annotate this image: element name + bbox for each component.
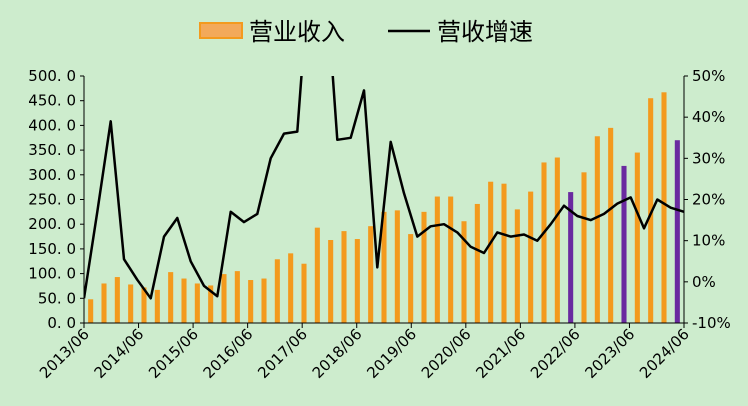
revenue-bar	[101, 283, 107, 323]
right-axis: -10% 0% 10% 20% 30% 40% 50%	[683, 67, 731, 332]
revenue-bar	[128, 284, 134, 323]
right-axis-tick-label: 40%	[692, 108, 725, 126]
revenue-bars	[88, 92, 680, 324]
revenue-bar	[314, 227, 320, 323]
revenue-bar	[88, 299, 94, 323]
revenue-bar	[181, 278, 187, 323]
revenue-bar	[154, 289, 160, 323]
left-axis-tick-label: 300. 0	[28, 166, 76, 184]
revenue-bar	[221, 274, 227, 323]
revenue-bar	[461, 221, 467, 323]
revenue-bar	[114, 277, 120, 323]
right-axis-tick-label: 20%	[692, 191, 725, 209]
left-axis-tick-label: 200. 0	[28, 215, 76, 233]
revenue-bar	[234, 271, 240, 323]
revenue-bar	[514, 209, 520, 323]
revenue-bar	[301, 263, 307, 323]
revenue-bar	[408, 234, 414, 323]
legend: 营业收入 营收增速	[199, 18, 533, 46]
legend-label-revenue: 营业收入	[249, 18, 345, 46]
revenue-bar	[341, 231, 347, 323]
right-axis-tick-label: 0%	[692, 273, 716, 291]
right-axis-tick-label: 30%	[692, 149, 725, 167]
revenue-bar	[501, 183, 507, 323]
revenue-bar	[661, 92, 667, 323]
revenue-bar	[168, 272, 174, 323]
right-axis-tick-label: -10%	[692, 314, 731, 332]
x-axis-tick-label: 2021/06	[472, 325, 529, 382]
x-axis: 2013/062014/062015/062016/062017/062018/…	[36, 322, 693, 382]
revenue-bar	[448, 196, 454, 323]
revenue-bar	[328, 240, 334, 323]
left-axis-tick-label: 0. 0	[47, 314, 76, 332]
revenue-bar	[261, 278, 267, 323]
revenue-bar	[434, 196, 440, 323]
left-axis-tick-label: 150. 0	[28, 240, 76, 258]
left-axis-tick-label: 350. 0	[28, 141, 76, 159]
left-axis-tick-label: 50. 0	[38, 289, 76, 307]
revenue-bar	[474, 203, 480, 323]
growth-line-group	[84, 76, 684, 300]
x-axis-tick-label: 2014/06	[91, 325, 148, 382]
left-axis-tick-label: 100. 0	[28, 265, 76, 283]
x-axis-tick-label: 2016/06	[200, 325, 257, 382]
left-axis-tick-label: 500. 0	[28, 67, 76, 85]
x-axis-tick-label: 2024/06	[636, 325, 693, 382]
left-axis-tick-label: 400. 0	[28, 116, 76, 134]
revenue-bar	[581, 172, 587, 323]
revenue-bar	[194, 283, 200, 323]
revenue-bar	[248, 280, 254, 323]
x-axis-tick-label: 2022/06	[527, 325, 584, 382]
revenue-bar-highlight	[621, 165, 627, 323]
x-axis-tick-label: 2017/06	[254, 325, 311, 382]
revenue-bar	[274, 259, 280, 323]
left-axis-tick-label: 250. 0	[28, 191, 76, 209]
x-axis-tick-label: 2015/06	[145, 325, 202, 382]
revenue-bar	[554, 157, 560, 323]
revenue-bar	[208, 285, 214, 323]
legend-label-growth: 营收增速	[437, 18, 533, 46]
left-axis-tick-label: 450. 0	[28, 92, 76, 110]
revenue-bar	[594, 136, 600, 323]
x-axis-tick-label: 2020/06	[418, 325, 475, 382]
revenue-bar-highlight	[674, 140, 680, 323]
growth-line	[84, 76, 684, 300]
left-axis: 0. 0 50. 0 100. 0 150. 0 200. 0 250. 0 300. 0 3…	[28, 67, 85, 332]
revenue-bar	[421, 211, 427, 323]
revenue-bar	[648, 98, 654, 323]
x-axis-tick-label: 2023/06	[581, 325, 638, 382]
x-axis-tick-label: 2013/06	[36, 325, 93, 382]
revenue-bar	[608, 127, 614, 324]
revenue-bar-highlight	[568, 192, 574, 323]
revenue-bar	[488, 181, 494, 323]
revenue-bar	[288, 253, 294, 323]
revenue-bar	[394, 210, 400, 323]
revenue-bar	[528, 191, 534, 323]
x-axis-tick-label: 2019/06	[363, 325, 420, 382]
revenue-bar	[541, 162, 547, 323]
revenue-bar	[634, 152, 640, 323]
revenue-bar	[381, 211, 387, 323]
right-axis-tick-label: 10%	[692, 232, 725, 250]
right-axis-tick-label: 50%	[692, 67, 725, 85]
legend-swatch-revenue	[199, 22, 243, 39]
x-axis-tick-label: 2018/06	[309, 325, 366, 382]
revenue-bar	[368, 226, 374, 323]
revenue-bar	[141, 287, 147, 323]
revenue-bar	[354, 239, 360, 323]
